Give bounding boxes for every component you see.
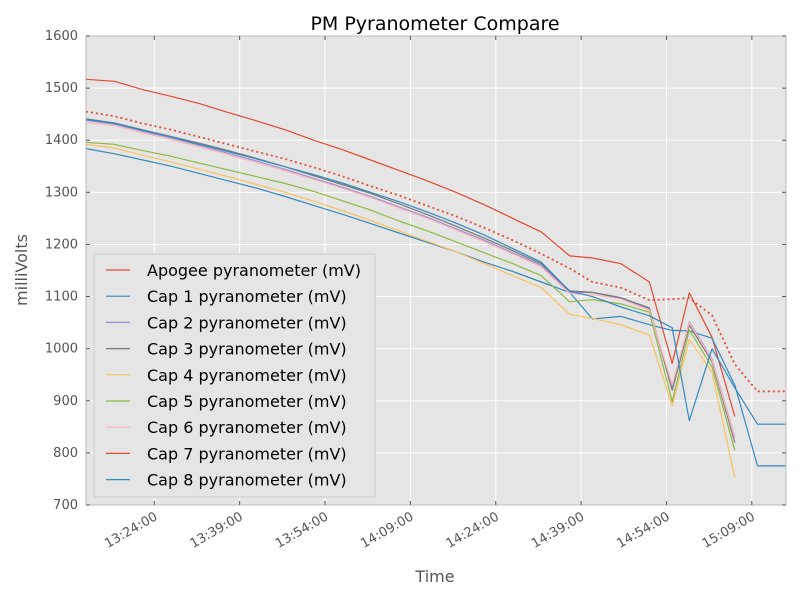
legend-label: Cap 7 pyranometer (mV) [147, 444, 347, 463]
series-line-7 [85, 121, 736, 439]
x-tick-label: 13:24:00 [102, 509, 160, 551]
x-axis-label: Time [414, 567, 454, 586]
x-tick-label: 13:39:00 [188, 509, 246, 551]
legend-label: Cap 6 pyranometer (mV) [147, 418, 347, 437]
legend-box [93, 253, 376, 498]
x-tick-label: 14:54:00 [614, 509, 672, 551]
legend-label: Cap 4 pyranometer (mV) [147, 366, 347, 385]
y-tick-label: 1000 [45, 342, 78, 357]
x-tick-label: 14:09:00 [358, 509, 416, 551]
y-tick-label: 700 [53, 498, 78, 513]
y-axis-label: milliVolts [12, 234, 31, 306]
series-line-8 [85, 110, 786, 393]
y-tick-label: 1600 [45, 29, 78, 44]
series-line-5 [85, 143, 736, 479]
x-tick-label: 15:09:00 [700, 509, 758, 551]
legend: Apogee pyranometer (mV) Cap 1 pyranometer… [93, 253, 376, 498]
series-lines [85, 35, 787, 506]
y-tick-label: 1500 [45, 81, 78, 96]
y-axis-ticks: 700 800 900 1000 1100 1200 1300 1400 1500 1600 [45, 29, 786, 513]
y-tick-label: 900 [53, 394, 78, 409]
series-line-6 [85, 141, 736, 451]
legend-label: Cap 8 pyranometer (mV) [147, 471, 347, 490]
series-line-4 [85, 118, 736, 443]
x-tick-label: 14:24:00 [444, 509, 502, 551]
y-tick-label: 1200 [45, 237, 78, 252]
series-line-1 [85, 78, 736, 417]
legend-label: Apogee pyranometer (mV) [147, 261, 361, 280]
series-line-9 [85, 118, 786, 425]
y-tick-label: 800 [53, 446, 78, 461]
y-tick-label: 1400 [45, 133, 78, 148]
y-tick-label: 1300 [45, 185, 78, 200]
legend-label: Cap 3 pyranometer (mV) [147, 340, 347, 359]
plot-frame [85, 35, 787, 506]
legend-label: Cap 2 pyranometer (mV) [147, 313, 347, 332]
legend-label: Cap 1 pyranometer (mV) [147, 287, 347, 306]
y-tick-label: 1100 [45, 290, 78, 305]
x-tick-label: 13:54:00 [273, 509, 331, 551]
legend-label: Cap 5 pyranometer (mV) [147, 392, 347, 411]
chart-title: PM Pyranometer Compare [310, 13, 559, 35]
x-tick-label: 14:39:00 [529, 509, 587, 551]
